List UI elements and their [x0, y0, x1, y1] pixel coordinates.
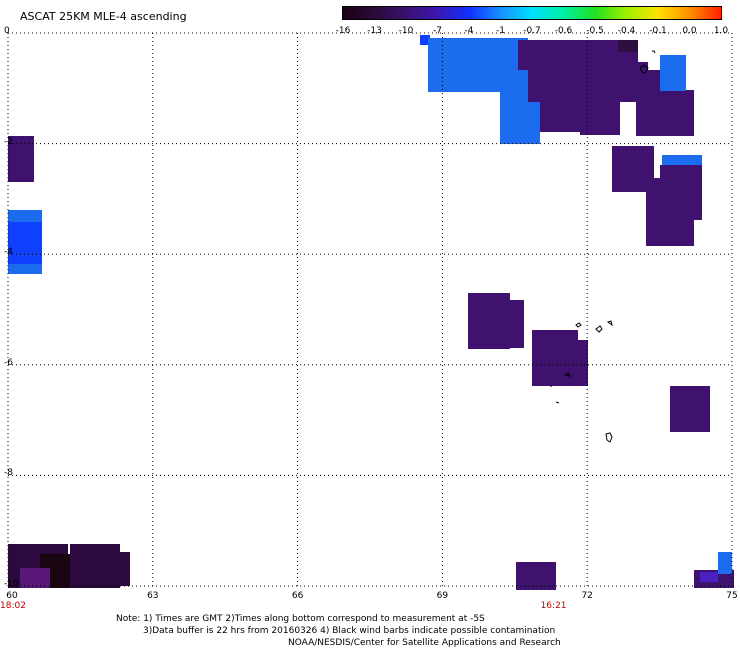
colorbar-tick-label: 0.0: [682, 26, 697, 36]
swath-cell: [580, 95, 620, 135]
colorbar: [342, 6, 722, 20]
island-outline: [605, 432, 613, 443]
colorbar-tick-label: -7: [433, 26, 442, 36]
swath-cell: [670, 386, 710, 432]
longitude-label: 72: [581, 591, 593, 601]
island-outline: [639, 64, 649, 74]
swath-cell: [700, 572, 718, 582]
longitude-label: 75: [726, 591, 738, 601]
latitude-label: -6: [4, 357, 13, 368]
island-outline: [575, 320, 613, 333]
latitude-label: -2: [4, 136, 13, 147]
latitude-label: 0: [4, 26, 10, 36]
colorbar-tick-label: -1: [496, 26, 505, 36]
map-title: ASCAT 25KM MLE-4 ascending: [20, 10, 187, 23]
pass-time-label: 18:02: [0, 601, 26, 611]
longitude-label: 66: [291, 591, 304, 601]
colorbar-tick-label: 1.0: [713, 26, 729, 36]
swath-cell: [718, 552, 732, 574]
colorbar-tick-label: -0.4: [617, 26, 636, 36]
swath-cell: [420, 35, 430, 45]
colorbar-tick-label: -4: [464, 26, 474, 36]
swath-cell: [532, 330, 578, 386]
longitude-label: 60: [6, 591, 18, 601]
island-outlines: [550, 50, 656, 443]
colorbar-tick-label: -13: [367, 26, 382, 36]
swath-cell: [428, 38, 528, 48]
colorbar-tick-label: -10: [398, 26, 414, 36]
latitude-label: -4: [4, 247, 13, 258]
swath-cell: [20, 568, 50, 588]
swath-cell: [504, 300, 524, 348]
note-line-1: Note: 1) Times are GMT 2)Times along bot…: [116, 614, 485, 624]
island-outline: [652, 50, 656, 54]
swath-cell: [618, 40, 638, 52]
latitude-label: -10: [4, 579, 19, 589]
swath-cell: [468, 293, 510, 349]
swath-cell: [96, 552, 130, 586]
note-line-3: NOAA/NESDIS/Center for Satellite Applica…: [288, 638, 561, 648]
swath-cells: [8, 35, 734, 590]
colorbar-tick-label: -0.1: [649, 26, 667, 36]
swath-cell: [8, 222, 42, 264]
pass-time-label: 16:21: [540, 601, 567, 611]
swath-cell: [646, 178, 694, 246]
longitude-label: 69: [436, 591, 449, 601]
swath-cell: [576, 340, 588, 386]
colorbar-tick-label: -0.7: [523, 26, 541, 36]
colorbar-tick-label: -0.5: [586, 26, 604, 36]
colorbar-tick-label: -16: [335, 26, 351, 36]
latitude-label: -8: [4, 468, 13, 479]
longitude-label: 63: [147, 591, 159, 601]
note-line-2: 3)Data buffer is 22 hrs from 20160326 4)…: [143, 626, 556, 636]
colorbar-tick-label: -0.6: [554, 26, 573, 36]
island-outline: [550, 372, 572, 404]
swath-cell: [516, 562, 556, 590]
swath-cell: [660, 55, 686, 91]
lat-lon-grid: [7, 32, 733, 587]
